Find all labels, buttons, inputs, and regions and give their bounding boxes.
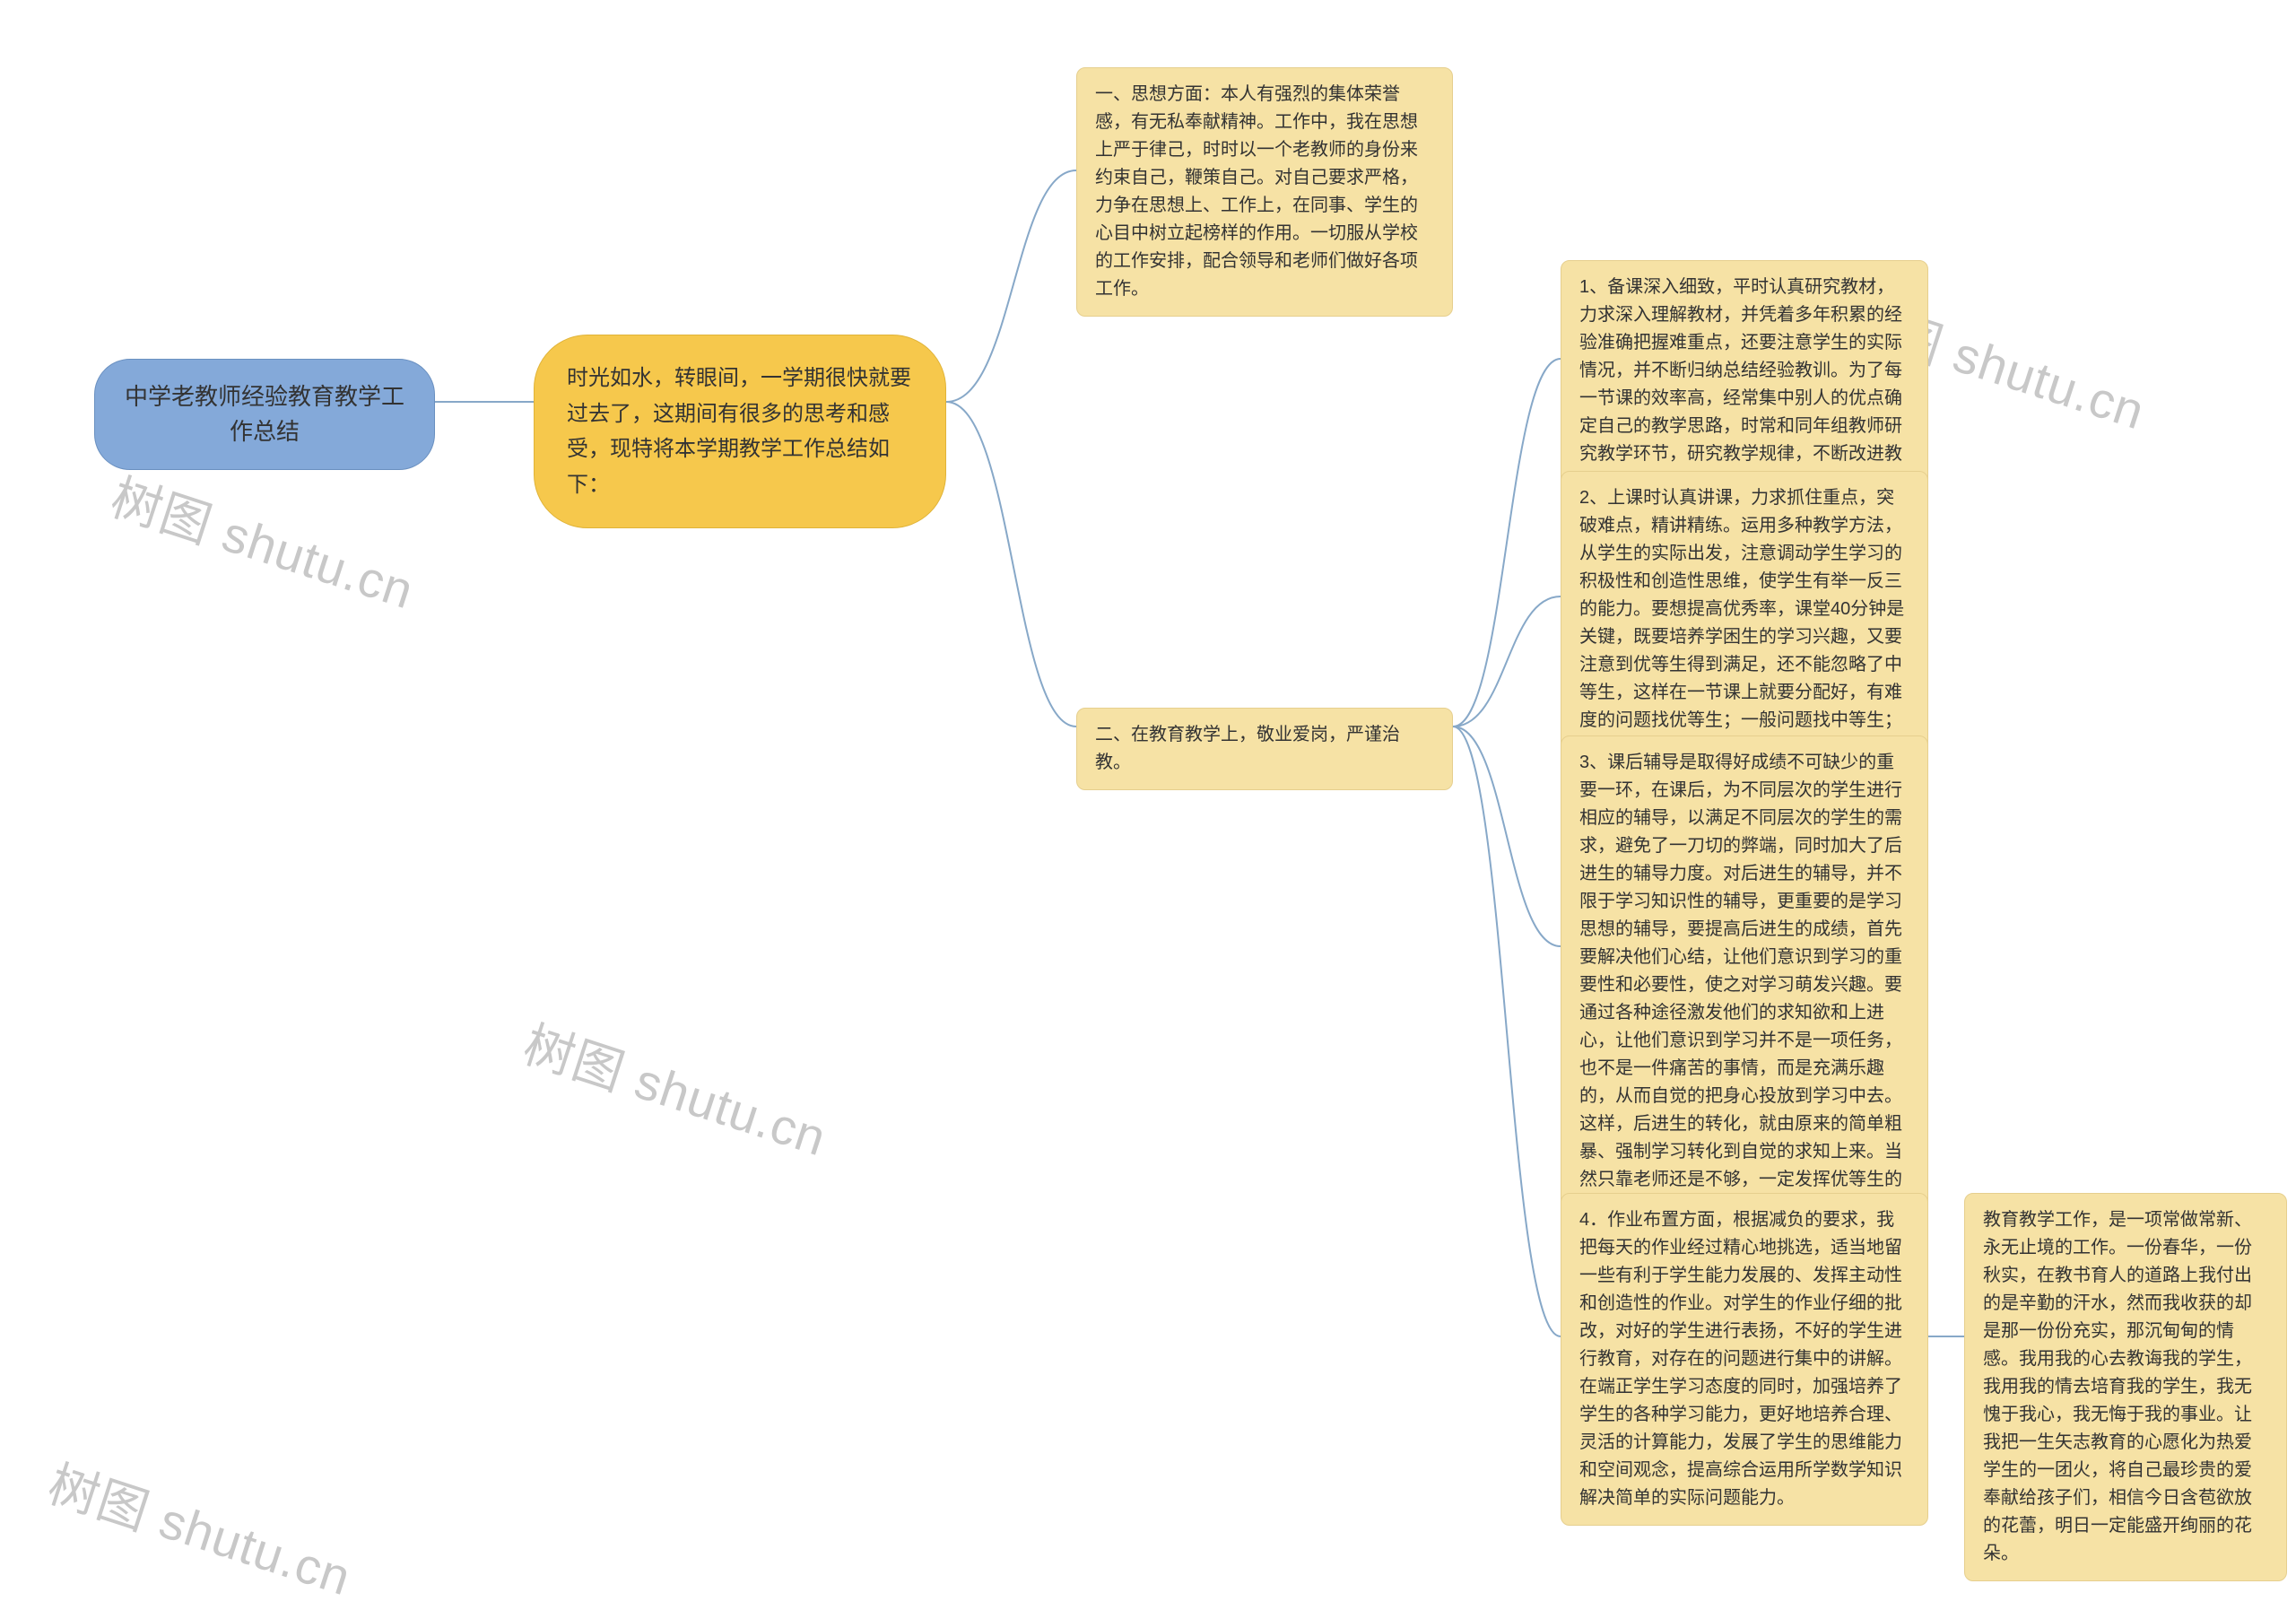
leaf4-text: 4．作业布置方面，根据减负的要求，我把每天的作业经过精心地挑选，适当地留一些有利… — [1579, 1210, 1902, 1508]
conclusion-node[interactable]: 教育教学工作，是一项常做常新、永无止境的工作。一份春华，一份秋实，在教书育人的道… — [1964, 1193, 2287, 1581]
intro-node[interactable]: 时光如水，转眼间，一学期很快就要过去了，这期间有很多的思考和感受，现特将本学期教… — [534, 335, 946, 528]
watermark: 树图 shutu.cn — [40, 1444, 361, 1610]
watermark: 树图 shutu.cn — [103, 457, 424, 623]
intro-text: 时光如水，转眼间，一学期很快就要过去了，这期间有很多的思考和感受，现特将本学期教… — [567, 366, 911, 497]
conclusion-text: 教育教学工作，是一项常做常新、永无止境的工作。一份春华，一份秋实，在教书育人的道… — [1983, 1210, 2252, 1563]
branch2-text: 二、在教育教学上，敬业爱岗，严谨治教。 — [1095, 725, 1400, 772]
branch2-node[interactable]: 二、在教育教学上，敬业爱岗，严谨治教。 — [1076, 708, 1453, 790]
watermark: 树图 shutu.cn — [516, 1005, 837, 1171]
leaf4-node[interactable]: 4．作业布置方面，根据减负的要求，我把每天的作业经过精心地挑选，适当地留一些有利… — [1561, 1193, 1928, 1526]
root-text: 中学老教师经验教育教学工作总结 — [125, 383, 404, 445]
branch1-node[interactable]: 一、思想方面：本人有强烈的集体荣誉感，有无私奉献精神。工作中，我在思想上严于律己… — [1076, 67, 1453, 317]
root-node[interactable]: 中学老教师经验教育教学工作总结 — [94, 359, 435, 470]
leaf1-text: 1、备课深入细致，平时认真研究教材，力求深入理解教材，并凭着多年积累的经验准确把… — [1579, 277, 1902, 492]
branch1-text: 一、思想方面：本人有强烈的集体荣誉感，有无私奉献精神。工作中，我在思想上严于律己… — [1095, 84, 1418, 299]
